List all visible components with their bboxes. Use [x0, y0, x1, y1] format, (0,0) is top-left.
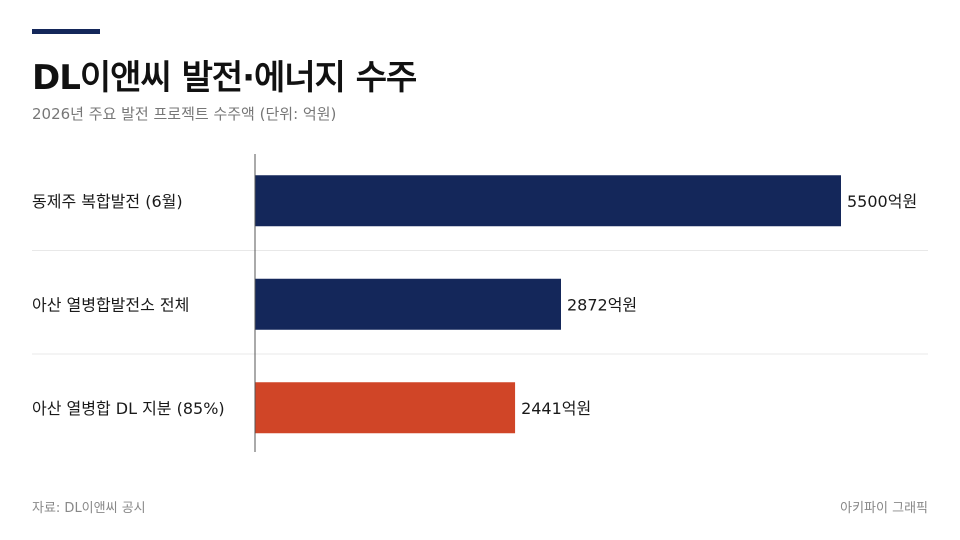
value-label: 5500억원	[847, 192, 917, 211]
category-label: 아산 열병합발전소 전체	[32, 295, 189, 314]
category-label: 동제주 복합발전 (6월)	[32, 192, 183, 211]
chart-subtitle: 2026년 주요 발전 프로젝트 수주액 (단위: 억원)	[32, 105, 337, 123]
value-label: 2872억원	[567, 295, 637, 314]
title-accent-bar	[32, 29, 100, 34]
category-label: 아산 열병합 DL 지분 (85%)	[32, 399, 225, 418]
bar	[255, 175, 841, 227]
source-note: 자료: DL이앤씨 공시	[32, 501, 146, 516]
graphic-credit: 아키파이 그래픽	[840, 501, 928, 516]
bar	[255, 382, 516, 434]
chart-title: DL이앤씨 발전·에너지 수주	[32, 58, 417, 98]
bar	[255, 278, 561, 330]
value-label: 2441억원	[521, 399, 591, 418]
